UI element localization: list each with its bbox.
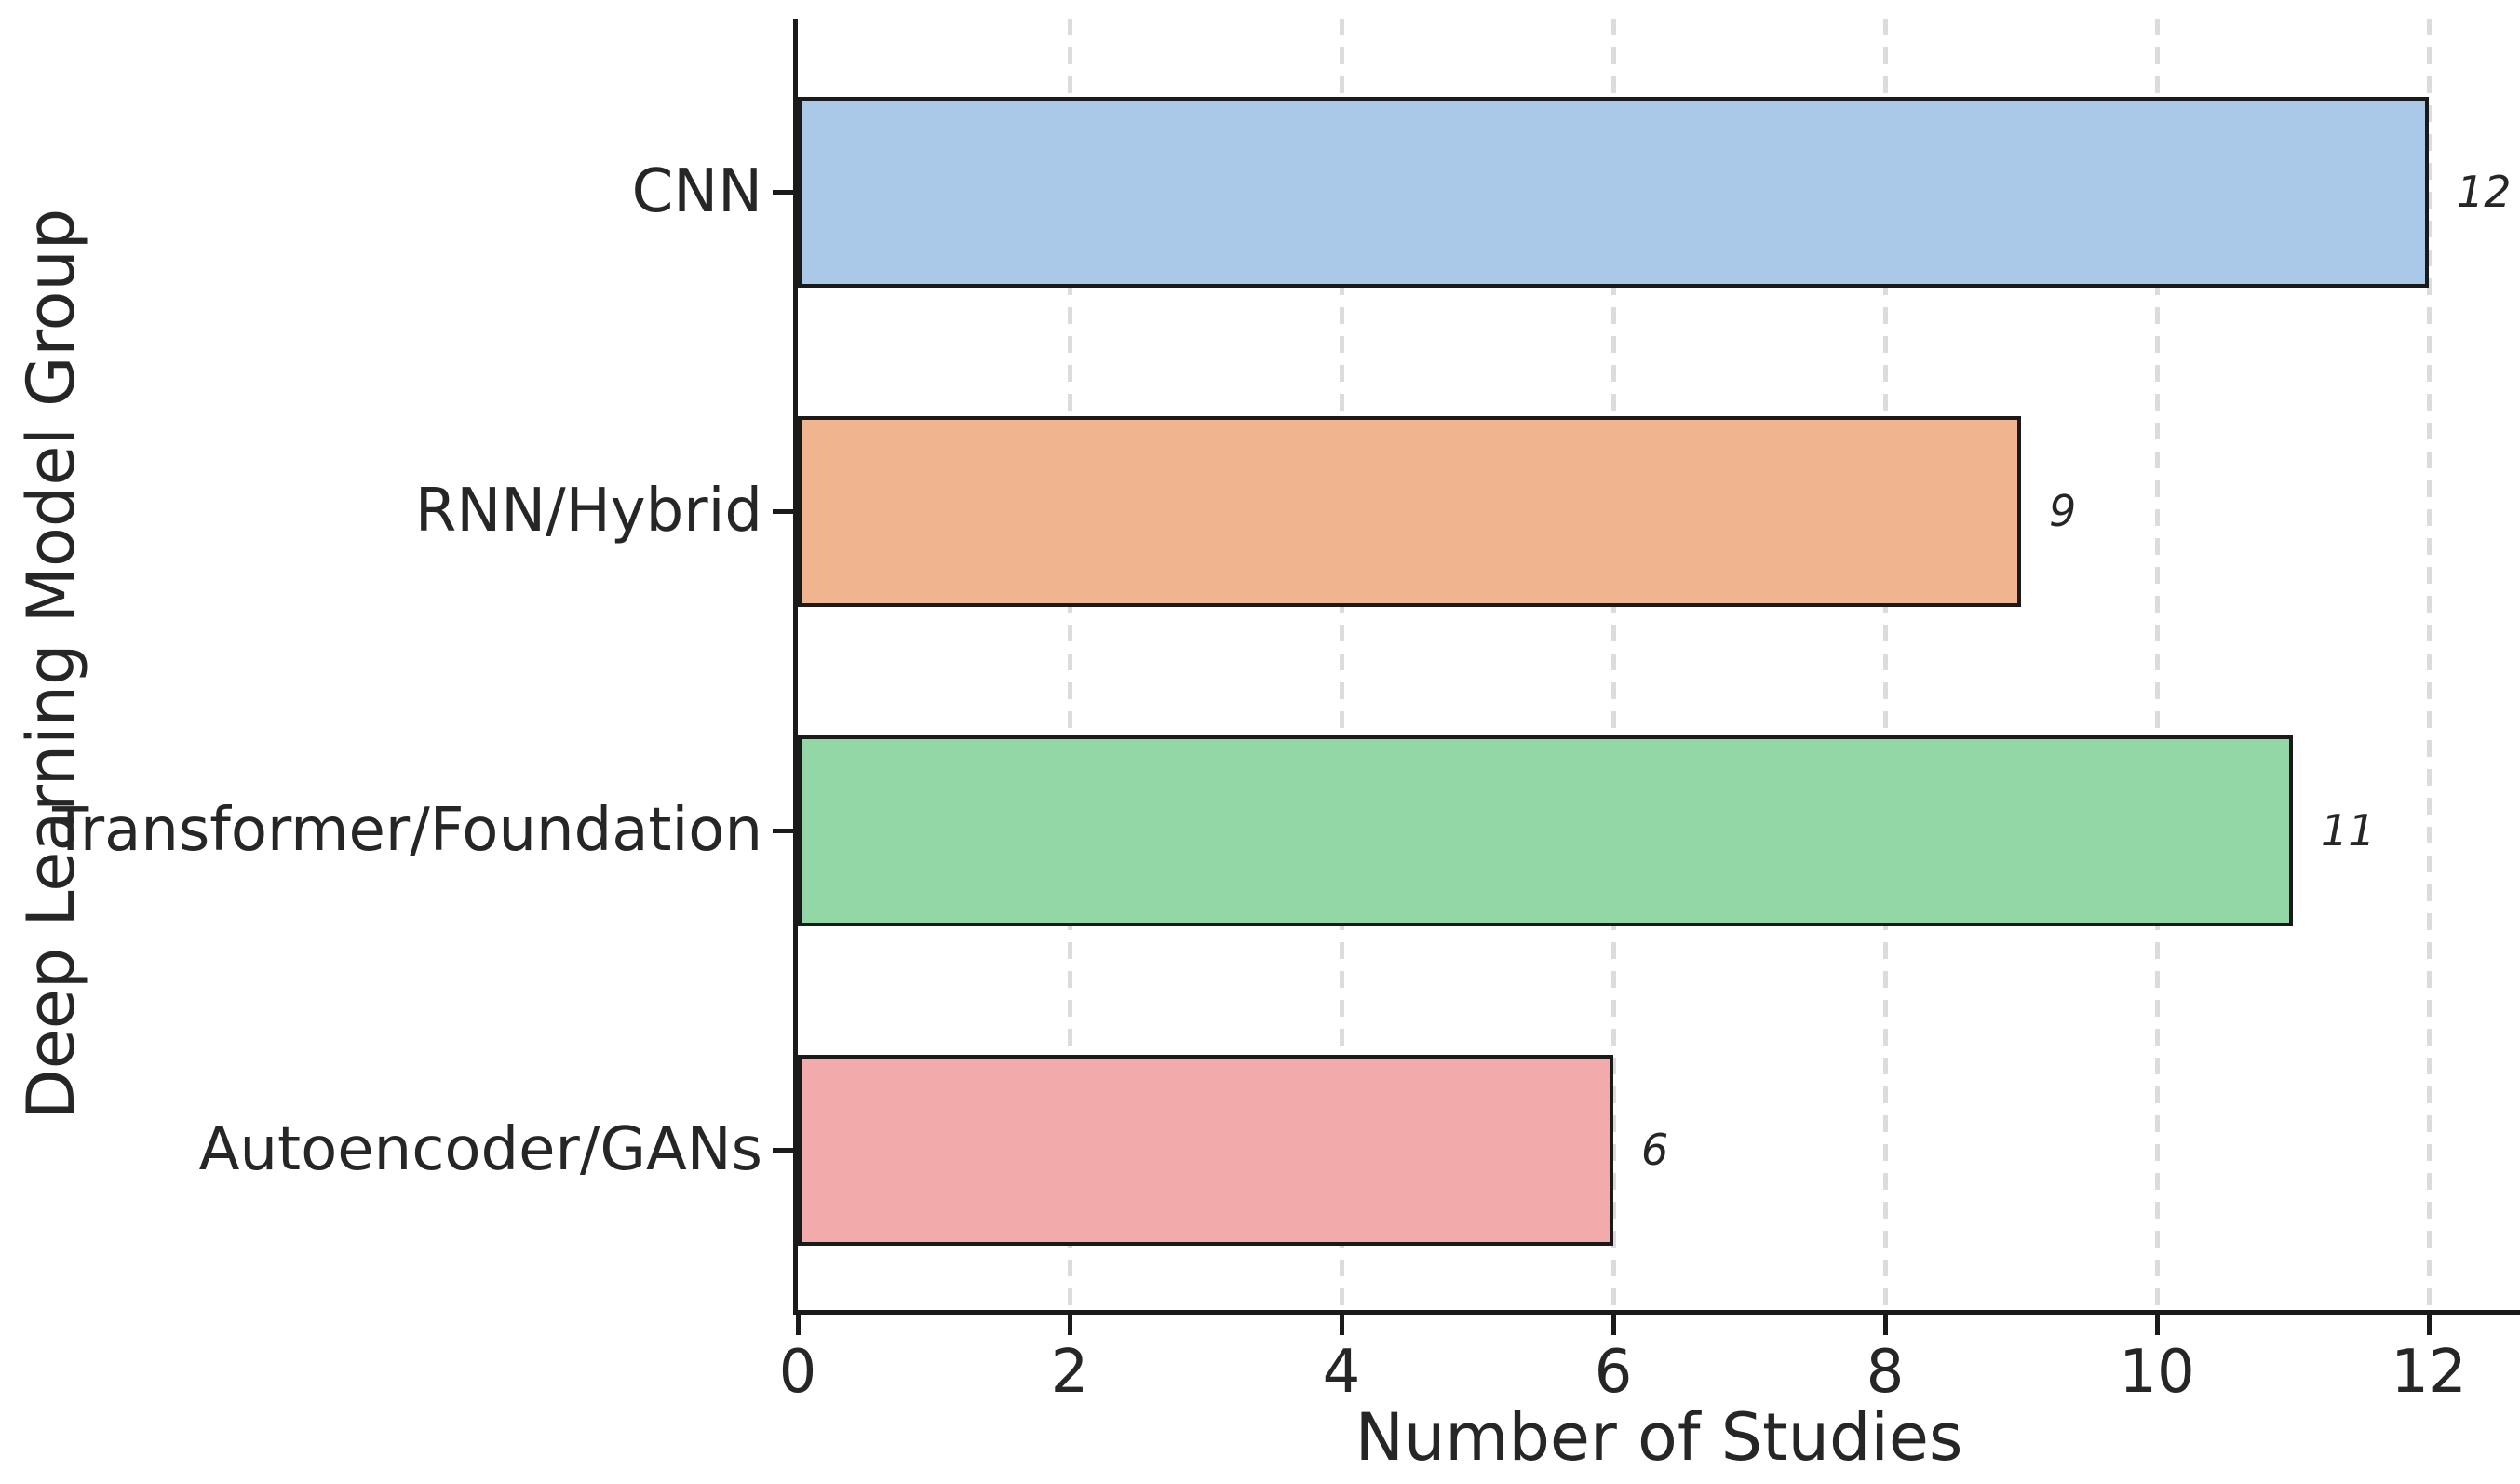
- gridline-x-6: [1611, 19, 1616, 1310]
- y-axis-spine: [793, 19, 798, 1315]
- gridline-x-4: [1340, 19, 1344, 1310]
- bar-0: [798, 96, 2429, 288]
- y-tick-3: [773, 1148, 793, 1153]
- category-label-0: CNN: [631, 157, 762, 226]
- category-label-2: Transformer/Foundation: [52, 796, 762, 865]
- bar-value-label-0: 12: [2457, 167, 2512, 217]
- x-tick-6: [1611, 1315, 1616, 1335]
- bar-2: [798, 735, 2293, 926]
- x-axis-spine: [793, 1310, 2520, 1315]
- bar-1: [798, 415, 2021, 607]
- x-tick-0: [796, 1315, 801, 1335]
- x-tick-label-4: 4: [1322, 1338, 1361, 1407]
- x-tick-8: [1883, 1315, 1888, 1335]
- gridline-x-12: [2427, 19, 2432, 1310]
- x-tick-label-6: 6: [1594, 1338, 1633, 1407]
- x-tick-10: [2155, 1315, 2160, 1335]
- bar-value-label-3: 6: [1641, 1125, 1669, 1175]
- bar-value-label-1: 9: [2049, 486, 2077, 536]
- x-tick-label-8: 8: [1866, 1338, 1905, 1407]
- category-label-1: RNN/Hybrid: [414, 477, 762, 546]
- x-axis-title: Number of Studies: [1354, 1399, 1963, 1476]
- x-tick-2: [1068, 1315, 1072, 1335]
- gridline-x-2: [1068, 19, 1072, 1310]
- x-tick-label-10: 10: [2119, 1338, 2195, 1407]
- x-tick-label-0: 0: [778, 1338, 817, 1407]
- gridline-x-8: [1883, 19, 1888, 1310]
- y-tick-1: [773, 509, 793, 514]
- y-tick-2: [773, 829, 793, 833]
- plot-area: 0 2 4 6 8 10 12 CNN 12 RNN/Hybrid 9 Transformer/Fou…: [52, 19, 2520, 1405]
- x-tick-4: [1340, 1315, 1344, 1335]
- gridline-x-10: [2155, 19, 2160, 1310]
- x-tick-label-2: 2: [1050, 1338, 1089, 1407]
- x-tick-12: [2427, 1315, 2432, 1335]
- y-axis-title: Deep Learning Model Group: [13, 208, 89, 1120]
- category-label-3: Autoencoder/GANs: [198, 1115, 762, 1184]
- y-tick-0: [773, 190, 793, 195]
- bar-3: [798, 1054, 1613, 1246]
- x-tick-label-12: 12: [2391, 1338, 2467, 1407]
- bar-value-label-2: 11: [2321, 805, 2376, 856]
